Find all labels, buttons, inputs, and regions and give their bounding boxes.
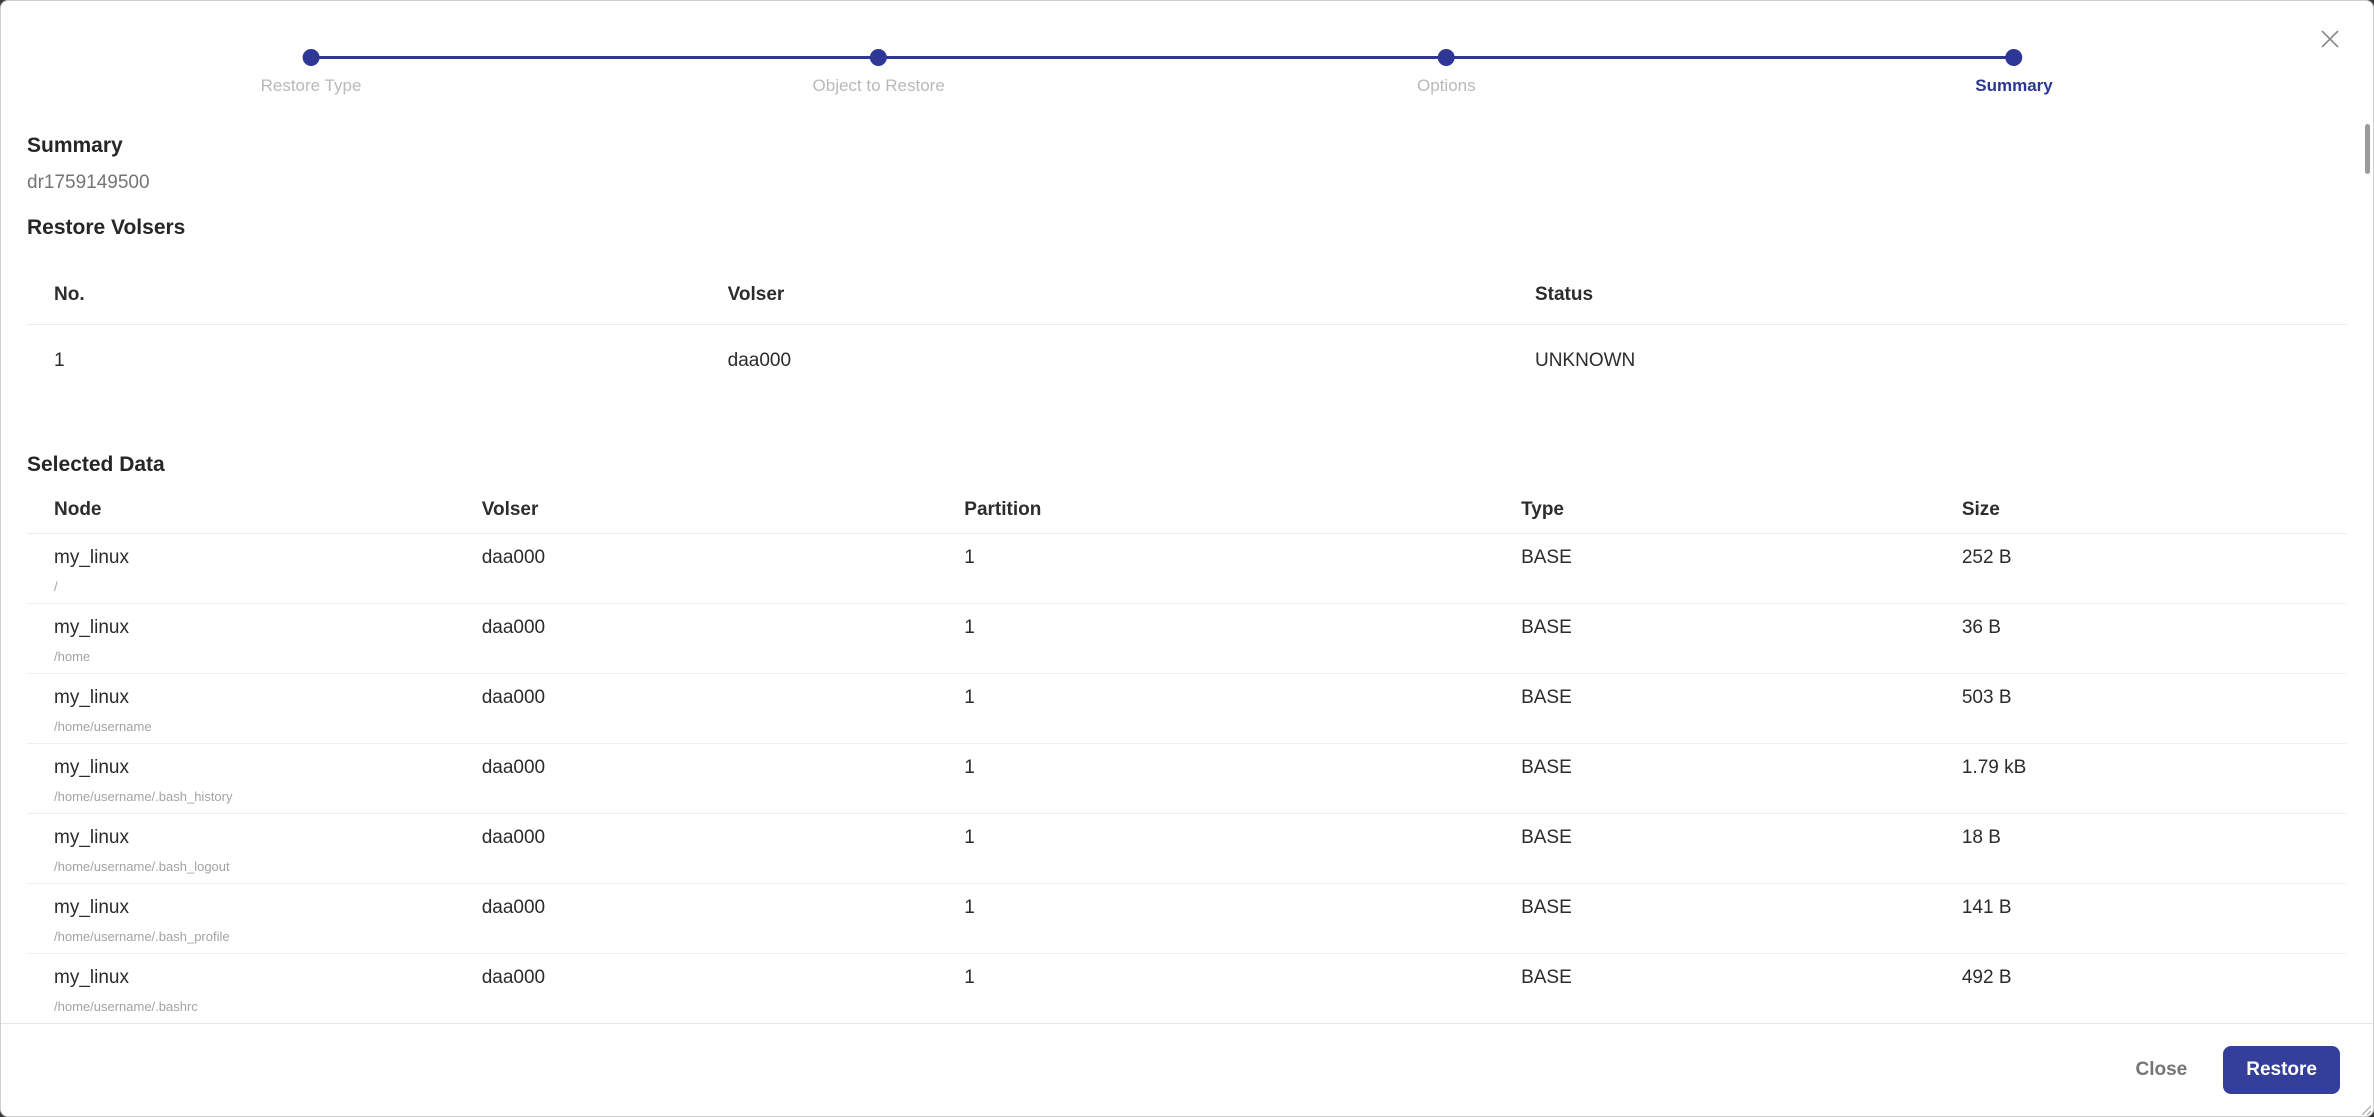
cell-partition: 1 <box>964 967 975 988</box>
restore-volsers-heading: Restore Volsers <box>27 216 186 239</box>
volser-no: 1 <box>54 350 65 371</box>
step-dot-icon <box>1437 49 1455 66</box>
cell-partition: 1 <box>964 687 975 708</box>
step-label: Options <box>1417 76 1476 95</box>
cell-path: /home <box>54 649 91 664</box>
column-header-volser: Volser <box>481 499 539 520</box>
cell-volser: daa000 <box>481 897 546 918</box>
close-dialog-button[interactable] <box>2315 25 2345 55</box>
row-main: my_linux daa000 1 BASE 1.79 kB <box>27 756 2347 779</box>
cell-type: BASE <box>1521 897 1572 918</box>
table-row: my_linux daa000 1 BASE 1.79 kB /home/use… <box>27 744 2347 814</box>
cell-volser: daa000 <box>481 617 546 638</box>
table-row: 1 daa000 UNKNOWN <box>27 325 2347 412</box>
cell-node: my_linux <box>54 687 129 708</box>
dialog-content: Summary dr1759149500 Restore Volsers No.… <box>27 119 2347 1024</box>
row-main: my_linux daa000 1 BASE 141 B <box>27 896 2347 919</box>
cell-size: 252 B <box>1961 547 2012 568</box>
resize-grip-icon[interactable] <box>2359 1102 2372 1116</box>
column-header-partition: Partition <box>964 499 1042 520</box>
cell-path: /home/username/.bash_history <box>54 789 233 804</box>
table-row: my_linux daa000 1 BASE 18 B /home/userna… <box>27 814 2347 884</box>
cell-type: BASE <box>1521 617 1572 638</box>
step-dot-icon <box>2005 49 2023 66</box>
step-restore-type[interactable]: Restore Type <box>260 49 362 96</box>
step-options[interactable]: Options <box>1417 49 1476 96</box>
column-header-type: Type <box>1521 499 1564 520</box>
cell-type: BASE <box>1521 967 1572 988</box>
step-dot-icon <box>870 49 888 66</box>
cell-volser: daa000 <box>481 547 546 568</box>
column-header-size: Size <box>1961 499 2000 520</box>
step-label: Summary <box>1975 76 2053 95</box>
cell-size: 503 B <box>1961 687 2012 708</box>
cell-path: /home/username/.bash_profile <box>54 929 230 944</box>
cell-volser: daa000 <box>481 687 546 708</box>
row-main: my_linux daa000 1 BASE 492 B <box>27 966 2347 989</box>
restore-button[interactable]: Restore <box>2223 1046 2340 1094</box>
cell-size: 18 B <box>1961 827 2001 848</box>
cell-size: 492 B <box>1961 967 2012 988</box>
step-object-to-restore[interactable]: Object to Restore <box>813 49 945 96</box>
cell-size: 141 B <box>1961 897 2012 918</box>
column-header-status: Status <box>1534 284 1594 305</box>
restore-job-id: dr1759149500 <box>27 172 150 193</box>
table-row: my_linux daa000 1 BASE 36 B /home <box>27 604 2347 674</box>
cell-path: /home/username/.bash_logout <box>54 859 230 874</box>
row-main: my_linux daa000 1 BASE 18 B <box>27 826 2347 849</box>
row-main: my_linux daa000 1 BASE 36 B <box>27 616 2347 639</box>
restore-volsers-table: No. Volser Status 1 daa000 UNKNOWN <box>27 241 2347 412</box>
volser-name: daa000 <box>727 350 792 371</box>
cell-type: BASE <box>1521 547 1572 568</box>
cell-path: / <box>54 579 58 594</box>
cell-node: my_linux <box>54 897 129 918</box>
cell-partition: 1 <box>964 897 975 918</box>
cell-node: my_linux <box>54 547 129 568</box>
page-title: Summary <box>27 134 123 157</box>
step-label: Restore Type <box>260 76 362 95</box>
cell-size: 36 B <box>1961 617 2001 638</box>
cell-node: my_linux <box>54 617 129 638</box>
dialog-footer: Close Restore <box>1 1023 2373 1116</box>
step-label: Object to Restore <box>812 76 945 95</box>
column-header-node: Node <box>54 499 102 520</box>
stepper-progress-line <box>317 56 2008 59</box>
cell-volser: daa000 <box>481 757 546 778</box>
cell-volser: daa000 <box>481 967 546 988</box>
cell-partition: 1 <box>964 757 975 778</box>
table-row: my_linux daa000 1 BASE 492 B /home/usern… <box>27 954 2347 1024</box>
step-dot-icon <box>302 49 320 66</box>
row-main: my_linux daa000 1 BASE 503 B <box>27 686 2347 709</box>
column-header-no: No. <box>54 284 85 305</box>
cell-type: BASE <box>1521 827 1572 848</box>
column-header-volser: Volser <box>727 284 785 305</box>
table-row: my_linux daa000 1 BASE 252 B / <box>27 534 2347 604</box>
cell-type: BASE <box>1521 687 1572 708</box>
table-row: my_linux daa000 1 BASE 141 B /home/usern… <box>27 884 2347 954</box>
step-summary[interactable]: Summary <box>1975 49 2053 96</box>
row-main: my_linux daa000 1 BASE 252 B <box>27 546 2347 569</box>
cell-path: /home/username <box>54 719 152 734</box>
close-button[interactable]: Close <box>2118 1049 2206 1091</box>
volser-status: UNKNOWN <box>1534 350 1636 371</box>
table-row: my_linux daa000 1 BASE 503 B /home/usern… <box>27 674 2347 744</box>
cell-node: my_linux <box>54 757 129 778</box>
selected-data-heading: Selected Data <box>27 453 165 476</box>
table-header-row: Node Volser Partition Type Size <box>27 478 2347 534</box>
selected-data-table: Node Volser Partition Type Size my_linux… <box>27 478 2347 1024</box>
cell-type: BASE <box>1521 757 1572 778</box>
table-header-row: No. Volser Status <box>27 241 2347 325</box>
vertical-scrollbar-thumb[interactable] <box>2365 124 2370 174</box>
cell-size: 1.79 kB <box>1961 757 2027 778</box>
cell-path: /home/username/.bashrc <box>54 999 198 1014</box>
cell-node: my_linux <box>54 967 129 988</box>
wizard-stepper: Restore Type Object to Restore Options S… <box>261 49 2053 109</box>
cell-partition: 1 <box>964 547 975 568</box>
cell-partition: 1 <box>964 827 975 848</box>
cell-node: my_linux <box>54 827 129 848</box>
cell-volser: daa000 <box>481 827 546 848</box>
close-icon <box>2318 27 2342 54</box>
cell-partition: 1 <box>964 617 975 638</box>
